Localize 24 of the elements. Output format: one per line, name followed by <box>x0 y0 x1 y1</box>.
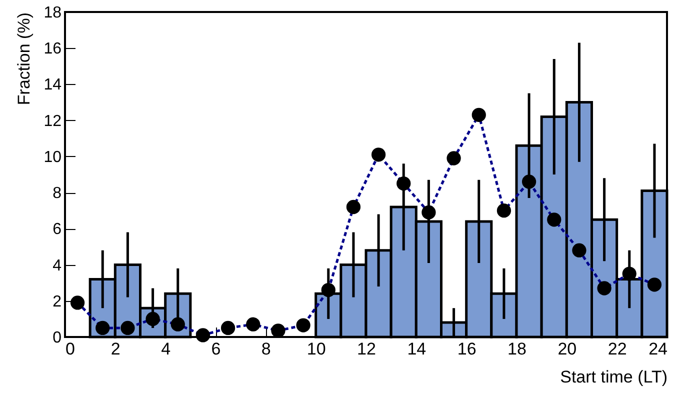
y-tick-label: 4 <box>52 257 62 274</box>
x-tick-label: 14 <box>407 340 426 358</box>
x-tick-label: 22 <box>608 340 627 358</box>
y-tick-label: 8 <box>52 185 62 202</box>
x-tick-label: 8 <box>261 340 271 358</box>
x-tick-label: 2 <box>110 340 120 358</box>
x-tick-label: 6 <box>211 340 221 358</box>
x-tick-label: 20 <box>558 340 577 358</box>
x-axis-title: Start time (LT) <box>560 368 668 386</box>
y-tick-label: 18 <box>44 4 62 22</box>
y-tick-label: 12 <box>44 112 62 130</box>
x-tick-label: 4 <box>161 340 171 358</box>
x-tick-label: 10 <box>306 340 326 358</box>
x-tick-label: 0 <box>66 340 75 358</box>
y-tick-label: 14 <box>44 76 62 94</box>
y-tick-label: 16 <box>44 40 62 58</box>
y-tick-label: 10 <box>44 148 62 166</box>
x-tick-label: 16 <box>457 340 476 358</box>
y-axis-title: Fraction (%) <box>14 12 34 106</box>
x-tick-label: 12 <box>357 340 376 358</box>
y-tick-label: 6 <box>52 221 62 238</box>
x-tick-label: 24 <box>648 340 668 358</box>
y-tick-label: 2 <box>52 293 62 310</box>
x-tick-label: 18 <box>508 340 526 358</box>
